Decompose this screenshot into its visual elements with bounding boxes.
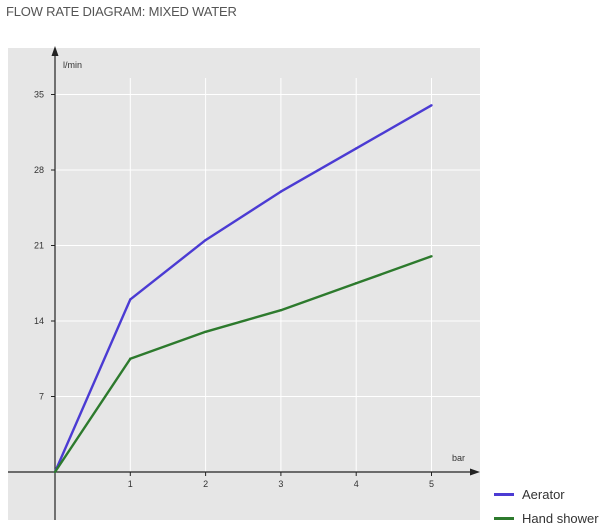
- legend-swatch-hand-shower: [494, 516, 514, 520]
- tick-labels: 1 2 3 4 5 7 14 21 28 35: [34, 90, 434, 490]
- chart-title: FLOW RATE DIAGRAM: MIXED WATER: [6, 4, 237, 19]
- data-point-hand-shower: [355, 282, 358, 285]
- x-tick-label: 1: [128, 479, 133, 489]
- y-tick-label: 28: [34, 165, 44, 175]
- data-point-hand-shower: [129, 357, 132, 360]
- data-point-aerator: [129, 298, 132, 301]
- x-tick-label: 2: [203, 479, 208, 489]
- legend-swatch-aerator: [494, 492, 514, 496]
- data-point-aerator: [279, 190, 283, 193]
- legend-label-hand-shower: Hand shower: [522, 510, 599, 526]
- y-tick-label: 14: [34, 316, 44, 326]
- grid-lines: [55, 78, 480, 472]
- data-point-hand-shower: [53, 470, 57, 474]
- legend-label-aerator: Aerator: [522, 486, 565, 502]
- series-line-aerator: [53, 104, 433, 473]
- data-point-hand-shower: [279, 309, 283, 312]
- legend: Aerator Hand shower: [494, 482, 599, 530]
- data-point-aerator: [430, 104, 433, 107]
- y-axis-label: l/min: [63, 60, 82, 70]
- data-point-hand-shower: [430, 255, 433, 258]
- y-tick-label: 21: [34, 241, 44, 251]
- y-tick-label: 35: [34, 90, 44, 100]
- x-tick-label: 3: [278, 479, 283, 489]
- legend-item-aerator: Aerator: [494, 482, 599, 506]
- axes: [8, 46, 480, 520]
- data-point-aerator: [355, 147, 358, 150]
- x-tick-label: 5: [429, 479, 434, 489]
- data-series: [53, 104, 433, 474]
- series-line-hand-shower: [54, 255, 432, 473]
- x-tick-label: 4: [354, 479, 359, 489]
- data-point-hand-shower: [204, 330, 207, 333]
- x-axis-label: bar: [452, 453, 465, 463]
- x-axis-arrow: [470, 468, 480, 476]
- data-point-aerator: [204, 238, 207, 242]
- plot-background: [8, 48, 480, 520]
- legend-item-hand-shower: Hand shower: [494, 506, 599, 530]
- y-axis-arrow: [51, 46, 59, 56]
- y-tick-label: 7: [39, 392, 44, 402]
